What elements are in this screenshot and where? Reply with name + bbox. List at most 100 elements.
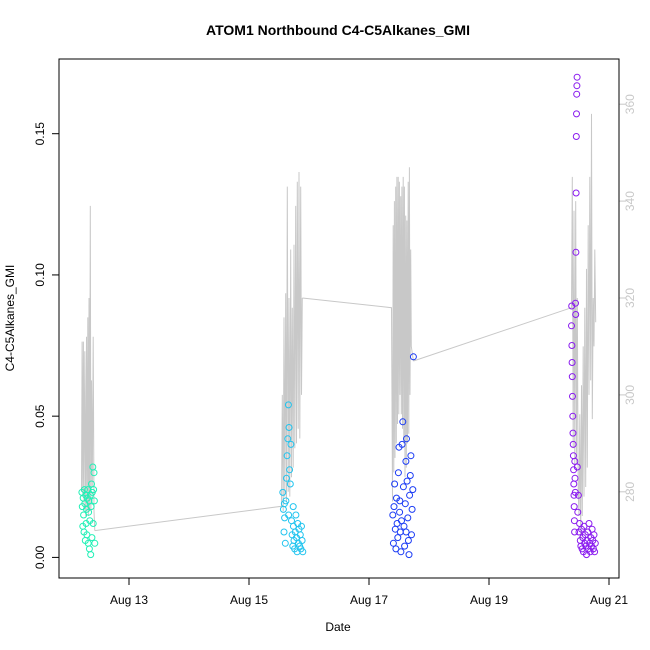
data-point (401, 500, 409, 508)
data-point (280, 500, 288, 508)
data-point (89, 520, 97, 527)
data-point (285, 424, 293, 431)
data-point (91, 539, 99, 547)
data-point (399, 418, 407, 426)
data-point (389, 539, 397, 547)
data-point (285, 511, 293, 519)
data-point (568, 359, 576, 366)
data-point (298, 537, 306, 544)
data-point (283, 474, 290, 482)
y2-tick-label: 300 (623, 385, 637, 405)
data-point (406, 472, 414, 479)
data-point (398, 517, 405, 525)
data-point (409, 486, 417, 494)
data-point (85, 508, 93, 516)
data-point (572, 299, 579, 307)
data-point (408, 531, 415, 539)
data-point (572, 189, 580, 197)
data-point (591, 548, 599, 556)
data-point (298, 522, 305, 530)
data-point (90, 497, 98, 505)
x-axis-label: Date (325, 620, 351, 634)
data-point (284, 401, 292, 409)
data-point (573, 82, 581, 90)
data-point (397, 548, 405, 556)
data-point (404, 537, 412, 544)
data-point (396, 508, 404, 516)
data-point (402, 457, 410, 465)
secondary-line-segment (302, 167, 414, 502)
data-point (292, 511, 300, 519)
y2-tick-label: 340 (623, 191, 637, 211)
y-tick-label: 0.05 (33, 404, 47, 428)
y2-tick-label: 280 (623, 481, 637, 501)
data-point (287, 440, 295, 448)
data-point (402, 528, 410, 536)
data-point (573, 110, 580, 118)
secondary-line-segment (94, 171, 303, 532)
data-point (279, 488, 287, 496)
data-point (401, 542, 409, 550)
y2-tick-label: 360 (623, 94, 637, 114)
data-point (569, 392, 576, 400)
data-point (299, 548, 307, 556)
data-point (281, 539, 289, 547)
data-point (404, 514, 412, 522)
x-tick-label: Aug 21 (590, 593, 628, 607)
data-point (571, 474, 579, 482)
data-point (280, 528, 288, 536)
data-point (392, 545, 400, 553)
data-point (399, 483, 407, 491)
data-point (405, 551, 413, 559)
data-point (403, 435, 410, 443)
data-point (570, 517, 578, 525)
data-point (409, 353, 417, 361)
data-point (391, 480, 399, 488)
data-point (389, 511, 397, 519)
data-point (87, 551, 95, 559)
data-point (572, 311, 580, 318)
x-tick-label: Aug 15 (230, 593, 268, 607)
data-point (407, 452, 415, 460)
data-point (573, 90, 581, 98)
data-point (573, 73, 581, 81)
data-point (574, 491, 582, 499)
data-point (568, 322, 575, 330)
x-tick-label: Aug 17 (350, 593, 388, 607)
y-tick-label: 0.15 (33, 122, 47, 146)
y-tick-label: 0.00 (33, 545, 47, 569)
data-point (570, 503, 578, 511)
data-point (403, 477, 411, 485)
data-point (284, 435, 292, 443)
chart-title: ATOM1 Northbound C4-C5Alkanes_GMI (206, 22, 470, 38)
data-point (406, 491, 414, 499)
y2-tick-label: 320 (623, 288, 637, 308)
data-point (88, 534, 96, 542)
data-point (585, 520, 593, 527)
plot-frame (58, 58, 620, 579)
data-point (591, 539, 599, 547)
data-point (568, 373, 576, 381)
data-point (571, 528, 579, 536)
x-tick-label: Aug 19 (470, 593, 508, 607)
data-point (571, 457, 579, 465)
data-point (286, 480, 294, 488)
data-point (574, 508, 582, 516)
data-point (90, 486, 98, 494)
data-point (286, 466, 294, 474)
data-point (283, 452, 291, 460)
data-point (590, 531, 598, 539)
data-point (408, 505, 416, 513)
data-point (572, 248, 580, 256)
x-tick-label: Aug 13 (110, 593, 148, 607)
data-point (289, 503, 297, 511)
data-point (394, 534, 402, 542)
y-tick-label: 0.10 (33, 263, 47, 287)
data-point (569, 429, 577, 437)
data-point (398, 440, 406, 448)
point-layer (78, 73, 599, 559)
data-point (390, 503, 398, 511)
y-axis-label: C4-C5Alkanes_GMI (3, 265, 17, 372)
